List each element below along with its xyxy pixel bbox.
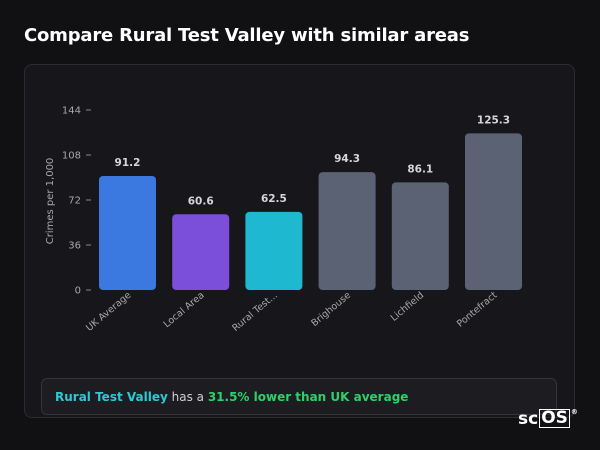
value-label: 94.3 (334, 153, 360, 165)
y-axis-label: Crimes per 1,000 (45, 158, 56, 245)
bar (245, 211, 303, 290)
brand-boxed-text: OS (539, 408, 570, 428)
callout-text: has a (167, 389, 208, 404)
category-label: UK Average (84, 290, 133, 334)
y-tick-label: 36 (68, 241, 81, 252)
category-label: Local Area (162, 290, 207, 330)
value-labels-group: 91.2 60.6 62.5 94.3 86.1 125.3 (115, 114, 511, 207)
brand-logo: sc OS ® (518, 408, 578, 429)
callout-stat: 31.5% lower than UK average (207, 389, 409, 404)
comparison-callout: Rural Test Valley has a 31.5% lower than… (41, 378, 557, 415)
y-tick-label: 108 (62, 151, 81, 162)
bar (172, 214, 230, 290)
value-label: 86.1 (407, 163, 433, 175)
y-axis: 0 36 72 108 144 (62, 106, 91, 297)
category-label: Lichfield (389, 290, 426, 324)
value-label: 62.5 (261, 193, 287, 205)
y-tick-label: 144 (62, 106, 81, 117)
bar (391, 182, 449, 290)
y-tick-label: 0 (75, 286, 81, 297)
brand-prefix: sc (518, 409, 539, 429)
bar (465, 133, 522, 290)
category-label: Rural Test... (230, 290, 279, 334)
value-label: 60.6 (188, 195, 214, 207)
callout-area-name: Rural Test Valley (55, 389, 168, 404)
x-axis: UK Average Local Area Rural Test... Brighou… (84, 290, 500, 334)
bar (99, 176, 156, 290)
y-tick-label: 72 (68, 196, 81, 207)
category-label: Brighouse (309, 290, 353, 329)
page-title: Compare Rural Test Valley with similar a… (24, 25, 470, 46)
brand-registered-mark: ® (570, 408, 578, 416)
bars-group (99, 133, 522, 290)
value-label: 91.2 (115, 157, 141, 169)
value-label: 125.3 (477, 114, 510, 126)
bar (318, 172, 376, 290)
category-label: Pontefract (455, 290, 500, 330)
